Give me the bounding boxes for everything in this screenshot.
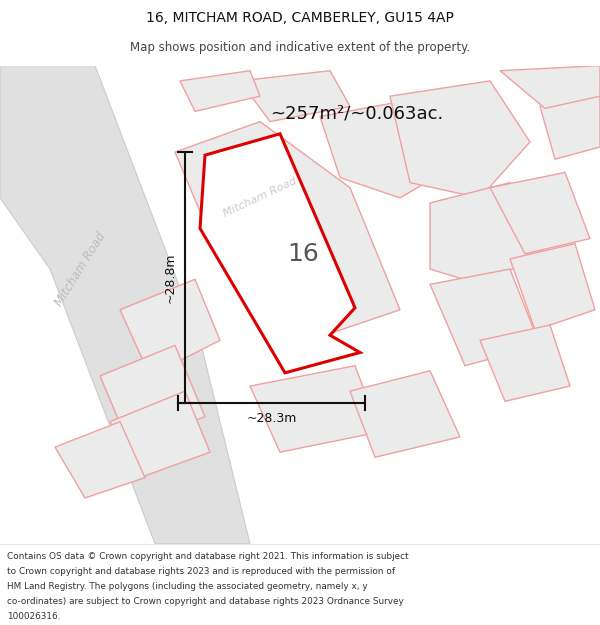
Polygon shape [320, 96, 470, 198]
Polygon shape [180, 71, 260, 111]
Text: 100026316.: 100026316. [7, 612, 61, 621]
Polygon shape [430, 182, 545, 284]
Text: Mitcham Road: Mitcham Road [52, 230, 108, 308]
Polygon shape [390, 81, 530, 198]
Text: co-ordinates) are subject to Crown copyright and database rights 2023 Ordnance S: co-ordinates) are subject to Crown copyr… [7, 597, 404, 606]
Polygon shape [250, 366, 380, 452]
Polygon shape [110, 391, 210, 478]
Text: ~28.3m: ~28.3m [247, 411, 296, 424]
Text: Contains OS data © Crown copyright and database right 2021. This information is : Contains OS data © Crown copyright and d… [7, 552, 409, 561]
Polygon shape [240, 71, 350, 122]
Text: Mitcham Road: Mitcham Road [221, 176, 298, 219]
Polygon shape [100, 346, 205, 447]
Polygon shape [0, 66, 250, 544]
Text: ~28.8m: ~28.8m [164, 253, 177, 303]
Polygon shape [55, 422, 145, 498]
Text: Map shows position and indicative extent of the property.: Map shows position and indicative extent… [130, 41, 470, 54]
Text: ~257m²/~0.063ac.: ~257m²/~0.063ac. [270, 104, 443, 122]
Polygon shape [200, 134, 360, 373]
Polygon shape [480, 325, 570, 401]
Text: HM Land Registry. The polygons (including the associated geometry, namely x, y: HM Land Registry. The polygons (includin… [7, 582, 368, 591]
Polygon shape [175, 122, 400, 340]
Polygon shape [490, 173, 590, 254]
Text: 16: 16 [287, 242, 319, 266]
Text: 16, MITCHAM ROAD, CAMBERLEY, GU15 4AP: 16, MITCHAM ROAD, CAMBERLEY, GU15 4AP [146, 11, 454, 26]
Polygon shape [540, 91, 600, 159]
Polygon shape [510, 244, 595, 330]
Polygon shape [120, 279, 220, 376]
Polygon shape [500, 66, 600, 108]
Polygon shape [350, 371, 460, 458]
Text: to Crown copyright and database rights 2023 and is reproduced with the permissio: to Crown copyright and database rights 2… [7, 567, 395, 576]
Polygon shape [430, 269, 540, 366]
